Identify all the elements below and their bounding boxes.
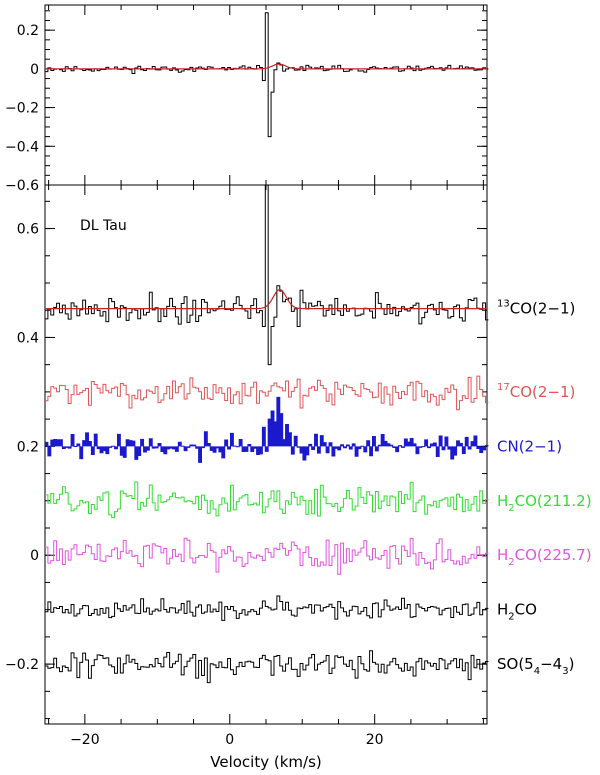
series-1-3-fill — [45, 397, 489, 463]
panel-frame — [44, 184, 488, 725]
panel-frame — [44, 4, 488, 186]
x-tick-label: 20 — [366, 732, 384, 748]
series-1-3-label: CN(2−1) — [497, 437, 562, 455]
residual-panel: 0.2 0 −0.2 −0.4 −0.6 — [5, 4, 489, 194]
series-1-2-label: 17CO(2−1) — [497, 382, 575, 401]
series-1-1-model-line — [45, 288, 487, 310]
y-tick-label: −0.2 — [5, 101, 39, 117]
y-tick-label: 0 — [30, 548, 39, 564]
y-tick-label: 0 — [30, 62, 39, 78]
series-1-6-label: H2CO — [497, 601, 537, 623]
x-tick-label: 0 — [225, 732, 234, 748]
y-tick-label: 0.4 — [17, 330, 39, 346]
series-1-7-spectrum — [45, 650, 489, 684]
series-1-2-spectrum — [45, 375, 489, 411]
y-tick-label: 0.2 — [17, 439, 39, 455]
series-0-0-spectrum — [45, 12, 489, 138]
spectra-panel: 0.6 0.4 0.2 0 −0.2 −20 0 20 13CO(2−1) 17CO(2−1) CN… — [5, 184, 592, 748]
series-1-3-spectrum — [45, 396, 489, 463]
y-tick-label: −0.4 — [5, 139, 39, 155]
series-1-5-spectrum — [45, 537, 489, 575]
x-tick-label: −20 — [70, 732, 100, 748]
series-1-0-spectrum — [45, 184, 489, 366]
y-tick-label: −0.2 — [5, 657, 39, 673]
series-0-1-model-line — [45, 63, 487, 70]
series-1-5-label: H2CO(225.7) — [497, 546, 592, 568]
series-1-6-spectrum — [45, 595, 489, 621]
y-tick-label: 0.2 — [17, 23, 39, 39]
x-axis-label: Velocity (km/s) — [210, 753, 321, 771]
y-tick-label: −0.6 — [5, 178, 39, 194]
series-1-0-label: 13CO(2−1) — [497, 299, 575, 318]
series-1-4-spectrum — [45, 481, 489, 519]
series-1-7-label: SO(54−43) — [497, 655, 574, 677]
y-tick-label: 0.6 — [17, 222, 39, 238]
series-1-4-label: H2CO(211.2) — [497, 492, 592, 514]
object-label: DL Tau — [80, 218, 127, 234]
